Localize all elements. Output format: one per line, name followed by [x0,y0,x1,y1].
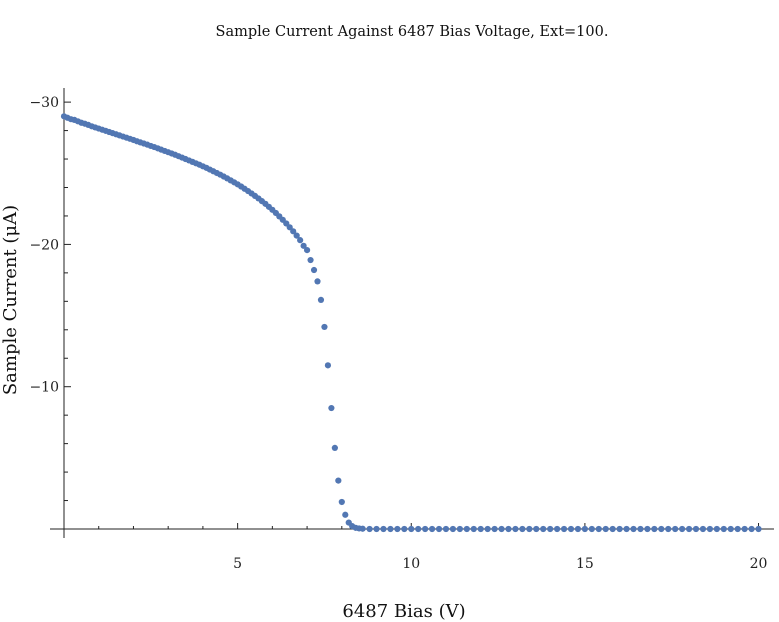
data-point [748,525,755,533]
data-point [387,525,394,533]
data-point [297,237,304,244]
y-ticks: −10 −20 −30 [29,95,71,502]
data-point [560,525,568,533]
data-point [595,525,602,533]
data-point [373,525,380,533]
data-point [300,242,307,249]
data-point [498,525,505,533]
data-point [477,525,484,533]
chart-title: Sample Current Against 6487 Bias Voltage… [216,24,609,40]
data-point [609,525,616,533]
data-point [321,323,328,331]
data-point [401,525,408,533]
data-point [394,525,401,533]
data-point [741,525,748,533]
data-point [727,525,734,533]
data-point [505,525,512,533]
data-point [720,525,727,533]
data-point [623,525,630,533]
axes [50,88,774,538]
data-point [293,232,300,239]
data-point [307,256,314,264]
x-tick-label: 5 [233,556,242,572]
data-point [491,525,498,533]
data-point [331,444,338,451]
data-point [366,525,373,533]
data-point [290,228,297,235]
data-point [519,525,526,533]
data-point [286,224,293,231]
data-point [679,525,686,533]
data-point [547,525,554,533]
data-point [713,525,720,533]
data-point [692,525,700,533]
data-point [342,511,349,518]
data-point [422,525,429,533]
data-point [651,525,658,533]
data-point [449,525,457,533]
data-point [310,266,318,274]
data-point [616,525,623,533]
data-point [672,525,679,533]
data-point [630,525,637,533]
data-point [581,525,588,533]
x-axis-label: 6487 Bias (V) [342,601,465,622]
data-point [328,404,335,412]
data-point [685,525,693,533]
y-tick-label: −20 [29,237,59,253]
data-point [602,525,609,533]
y-tick-label: −10 [29,380,59,396]
data-point [428,525,436,533]
data-point [415,525,422,533]
data-point [526,525,533,533]
data-point [665,525,672,533]
y-tick-label: −30 [29,95,59,111]
data-point [755,525,762,533]
data-point [335,477,342,484]
x-tick-label: 15 [576,556,594,572]
data-point [442,525,450,533]
data-point [408,525,415,533]
data-point [574,525,582,533]
data-point [637,525,644,533]
data-point [484,525,491,533]
data-point [338,498,345,506]
data-point [317,296,325,304]
data-point [324,362,332,369]
data-point [658,525,665,533]
data-point [303,247,311,254]
data-point [533,525,540,533]
data-point [435,525,443,533]
data-point [567,525,575,533]
data-point [456,525,463,533]
data-point [699,525,707,533]
data-point [644,525,651,533]
data-point [588,525,595,533]
x-tick-label: 10 [402,556,420,572]
data-point [359,525,366,532]
data-points [60,113,762,533]
x-tick-label: 20 [750,556,768,572]
data-point [734,525,741,533]
data-point [512,525,519,533]
y-axis-label: Sample Current (μA) [0,205,21,395]
data-point [540,525,547,533]
data-point [706,525,714,533]
data-point [470,525,477,533]
data-point [380,525,387,533]
data-point [463,525,470,533]
data-point [314,278,321,285]
data-point [554,525,561,533]
